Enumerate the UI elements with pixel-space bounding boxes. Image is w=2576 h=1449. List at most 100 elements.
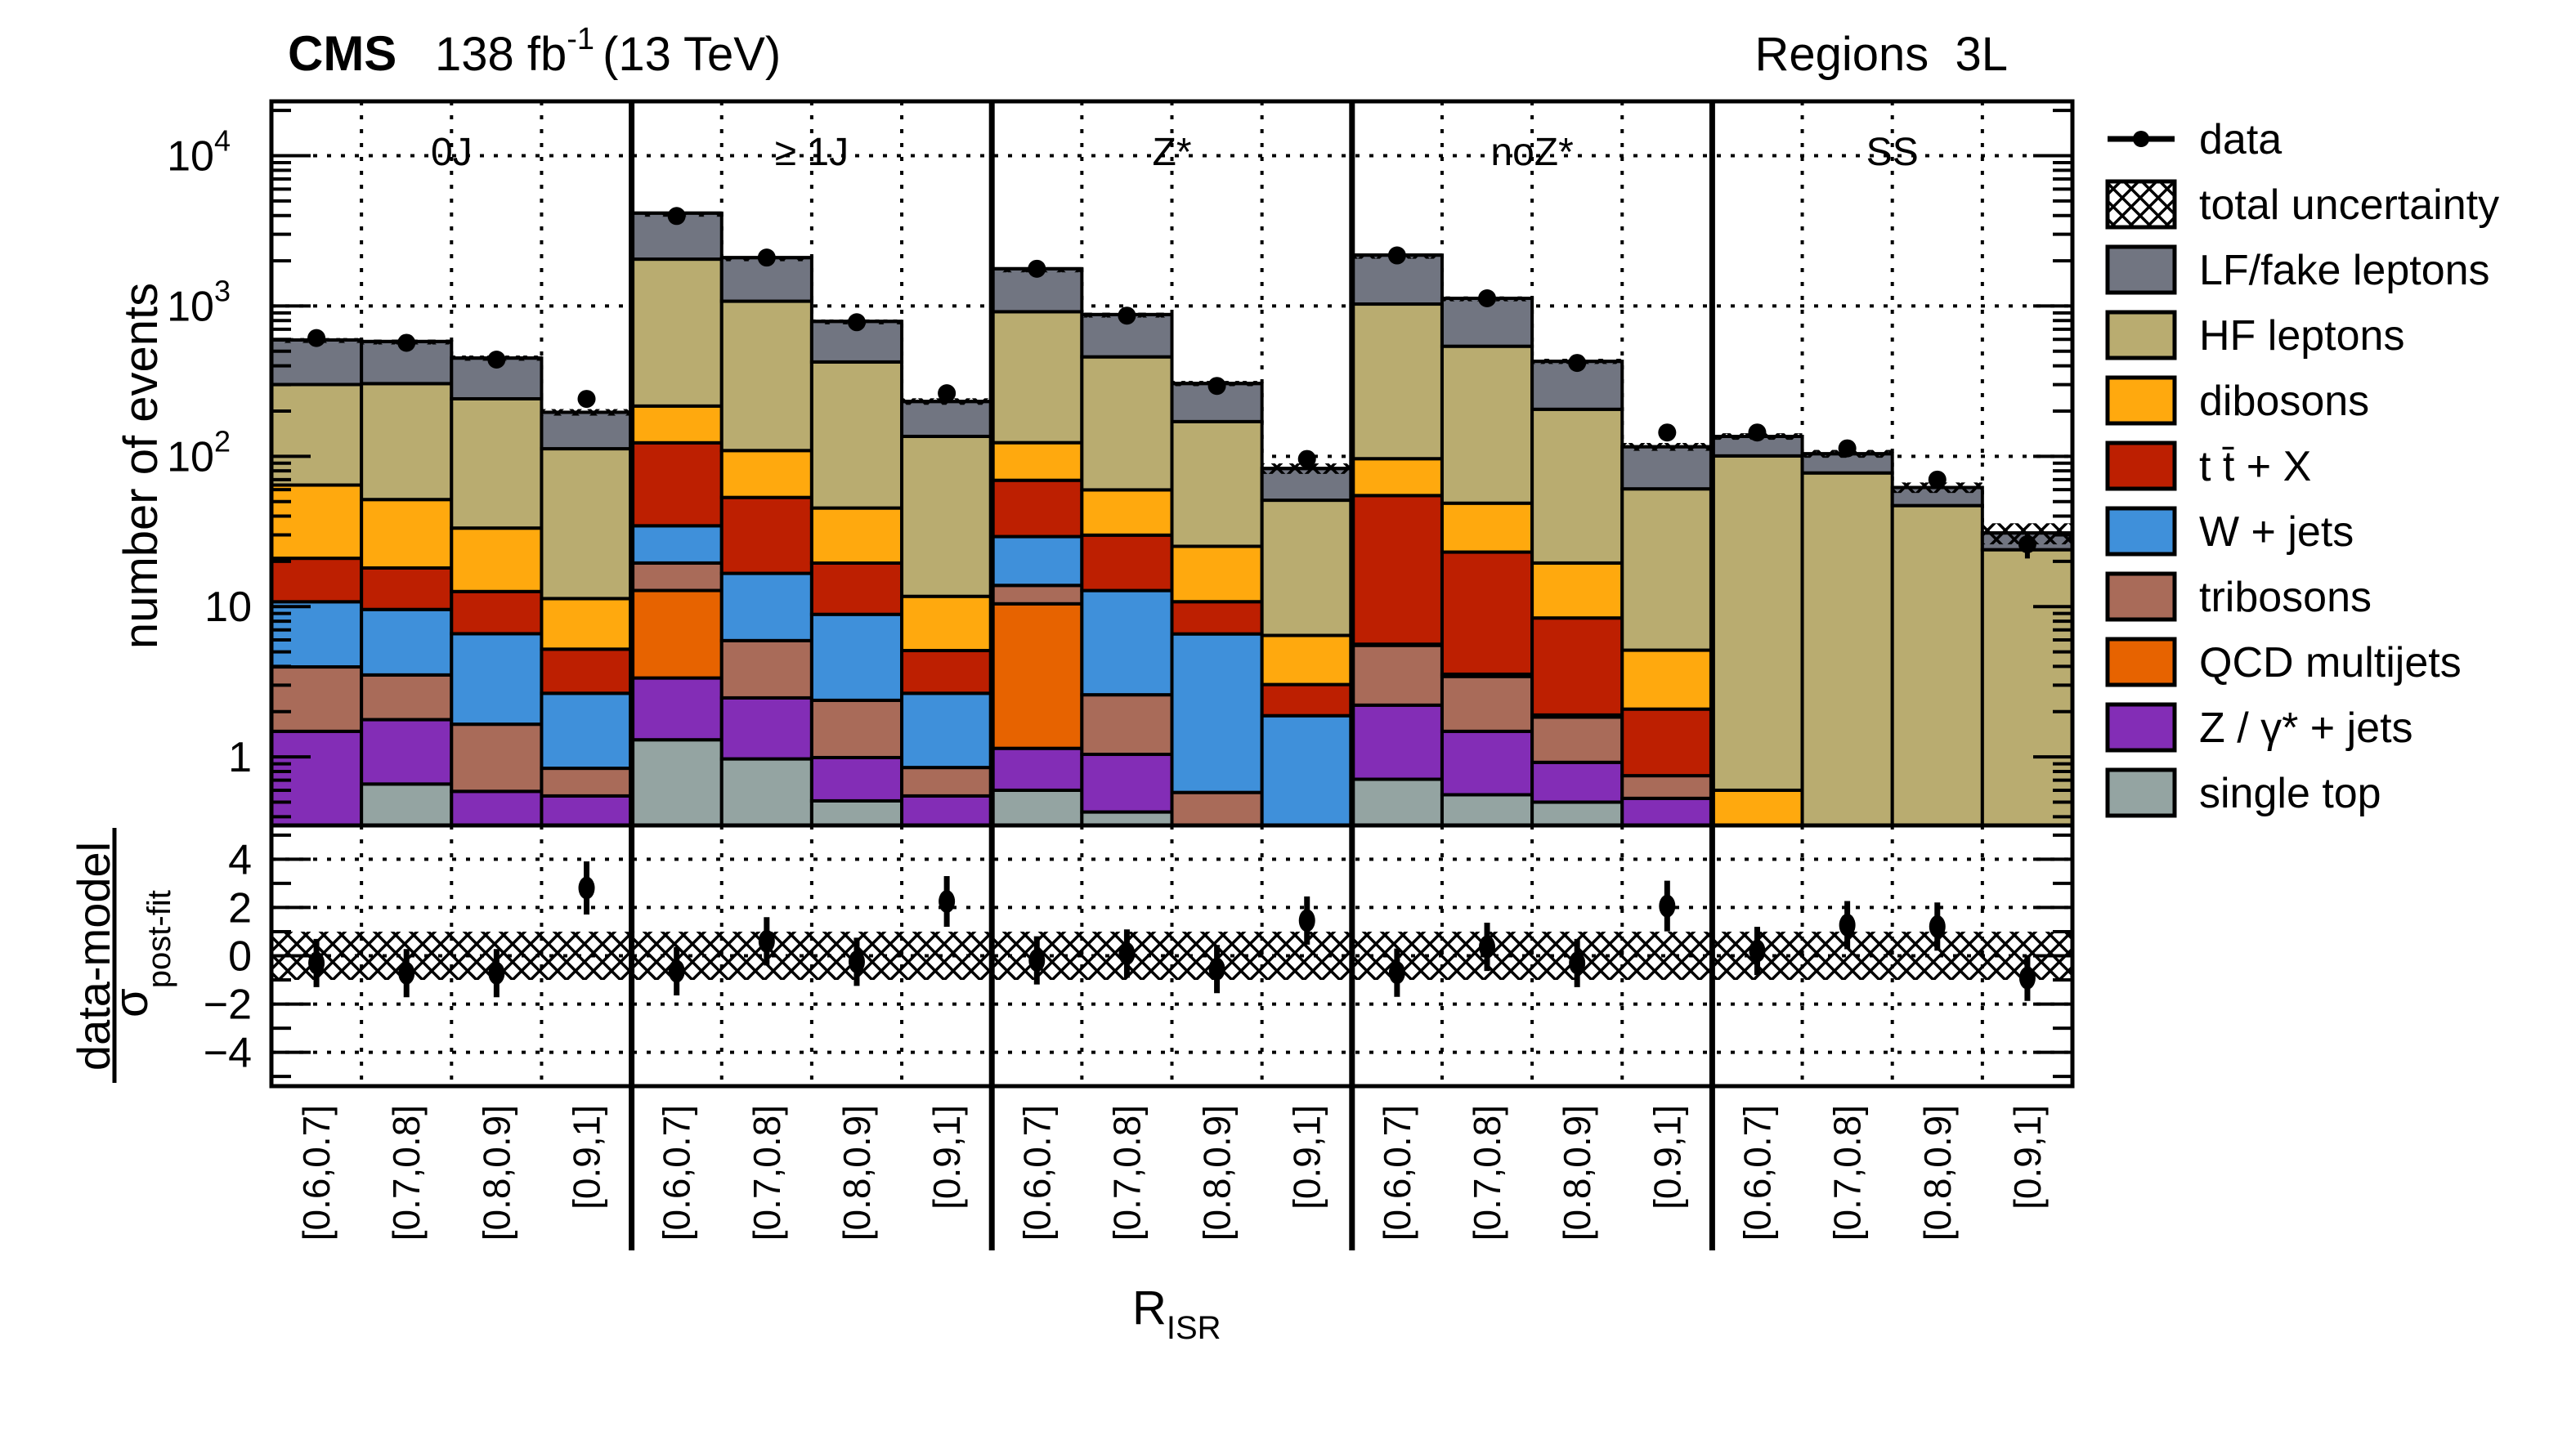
y-tick-label: 10 [204,584,252,631]
legend-swatch-tri [2105,571,2177,622]
pull-point [2018,966,2036,990]
ratio-title-denominator: σpost-fit [105,890,177,1017]
x-bin-label: [0.9,1] [925,1105,968,1210]
bar-wj [540,691,634,771]
ratio-y-tick-label: −4 [204,1030,252,1077]
pull-point [848,950,865,973]
bar-dib [990,441,1084,482]
bar-tri [1530,715,1624,764]
bar-dib [1620,648,1714,711]
pull-point [1659,894,1676,918]
bar-wj [1080,588,1174,697]
region-label: 0J [431,131,473,174]
legend-label: tribosons [2199,574,2372,621]
frames [269,99,2075,1250]
bar-dib [1530,561,1624,620]
bar-wj [900,691,994,770]
data-point [667,207,686,226]
x-bin-label: [0.7,0.8] [385,1105,428,1241]
bar-ttx [1530,616,1624,717]
bar-tri [1440,674,1534,733]
data-point [307,329,326,347]
x-axis-title-subscript: ISR [1167,1310,1221,1346]
bar-st [719,757,813,827]
legend-label: t t̄ + X [2199,443,2311,490]
data-point [757,248,776,267]
bar-tri [809,698,904,759]
bar-qcd [990,602,1084,750]
y-tick-label-base: 1 [228,734,252,781]
legend-swatch-lf [2105,244,2177,295]
bar-st [809,798,904,827]
ratio-y-tick-label: 0 [228,933,252,981]
bar-zj [450,789,544,828]
region-label: Z* [1153,131,1192,174]
pull-point [1298,909,1315,932]
bar-lf [1620,445,1714,491]
bar-wj [270,600,364,669]
bar-ttx [1350,494,1444,646]
data-points [307,207,2036,559]
data-point [1928,470,1947,489]
legend-swatch-wj [2105,506,2177,557]
legend-label: total uncertainty [2199,181,2499,229]
data-point [1028,259,1046,278]
legend-hatch-swatch [2105,179,2177,230]
bar-tri [990,584,1084,606]
bar-tri [540,767,634,798]
pull-point [1479,935,1496,959]
bar-dib [1440,501,1534,554]
pull-point [1028,949,1046,973]
bar-wj [809,612,904,702]
pull-point [1118,941,1136,965]
data-point [397,333,416,352]
bar-zj [990,746,1084,792]
bar-st [990,788,1084,827]
pull-point [1929,915,1946,938]
bar-hf [1170,419,1264,548]
x-bin-label: [0.6,0.7] [1736,1105,1778,1241]
bar-qcd [629,588,724,680]
bar-hf [1710,454,1804,792]
pull-point [578,876,595,900]
data-point [1207,377,1226,396]
data-point [1297,449,1316,468]
legend-swatch-zj [2105,702,2177,753]
bar-wj [360,607,454,677]
x-bin-label: [0.6,0.7] [295,1105,338,1241]
ratio-panel [271,861,2072,1001]
bar-st [629,738,724,827]
bar-zj [1530,760,1624,804]
bar-zj [1440,729,1534,797]
y-tick-label-base: 10 [204,584,252,631]
bar-hf [719,299,813,453]
stacked-histograms [270,211,2075,828]
y-tick-label: 104 [167,124,231,181]
legend-entry: data [2108,116,2282,163]
legend-data-marker-icon [2133,131,2149,147]
bar-zj [1080,753,1174,814]
y-tick-label-base: 10 [167,283,214,330]
data-point [1658,423,1677,442]
bar-hf [629,257,724,408]
pull-point [1569,951,1586,975]
bar-hf [1080,355,1174,492]
bar-wj [450,632,544,727]
legend-entry: dibosons [2105,375,2369,426]
bar-ttx [809,561,904,616]
bar-tri [900,766,994,798]
bar-lf [540,410,634,451]
bar-ttx [450,589,544,636]
bar-hf [360,382,454,502]
bar-dib [270,483,364,561]
data-point [2018,534,2036,553]
bar-tri [1080,693,1174,757]
pull-point [1839,913,1856,937]
legend-label: HF leptons [2199,312,2404,360]
legend-entry: single top [2105,767,2381,818]
bar-ttx [1170,600,1264,636]
legend-swatch-qcd [2105,637,2177,687]
legend-swatch-hf [2105,310,2177,360]
legend-label: LF/fake leptons [2199,247,2490,294]
data-point [938,384,956,403]
